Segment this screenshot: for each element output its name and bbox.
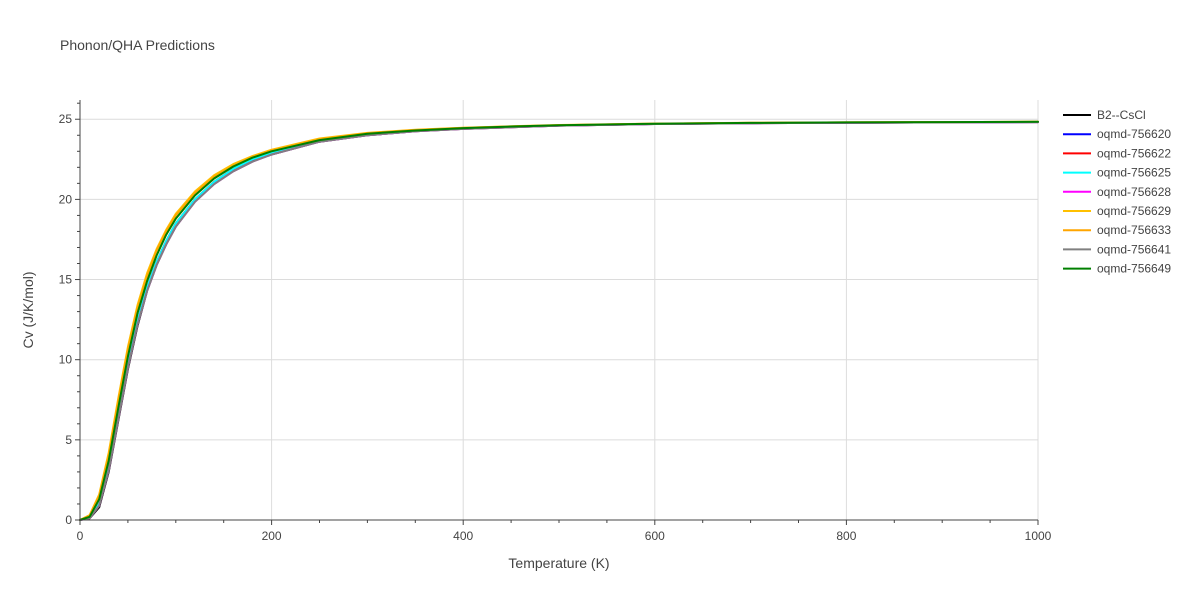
series-line-oqmd-756641[interactable] bbox=[79, 121, 1039, 521]
chart-title: Phonon/QHA Predictions bbox=[60, 37, 215, 53]
legend-item[interactable]: oqmd-756628 bbox=[1063, 185, 1171, 199]
legend-item[interactable]: oqmd-756649 bbox=[1063, 262, 1171, 276]
legend-item[interactable]: oqmd-756641 bbox=[1063, 242, 1171, 256]
series-line-oqmd-756625[interactable] bbox=[79, 121, 1039, 521]
legend-item[interactable]: oqmd-756629 bbox=[1063, 204, 1171, 218]
series-line-oqmd-756622[interactable] bbox=[79, 121, 1039, 521]
legend-label: oqmd-756629 bbox=[1097, 204, 1171, 218]
y-axis-title: Cv (J/K/mol) bbox=[20, 272, 36, 349]
legend-item[interactable]: oqmd-756625 bbox=[1063, 166, 1171, 180]
legend-item[interactable]: B2--CsCl bbox=[1063, 108, 1146, 122]
x-tick-label: 200 bbox=[262, 529, 282, 543]
y-tick-label: 10 bbox=[59, 353, 73, 367]
legend-label: B2--CsCl bbox=[1097, 108, 1146, 122]
x-tick-label: 0 bbox=[77, 529, 84, 543]
legend-label: oqmd-756628 bbox=[1097, 185, 1171, 199]
x-tick-labels: 0 200 400 600 800 1000 bbox=[77, 529, 1052, 543]
grid-lines bbox=[80, 100, 1039, 520]
legend-item[interactable]: oqmd-756622 bbox=[1063, 146, 1171, 160]
legend-label: oqmd-756649 bbox=[1097, 262, 1171, 276]
y-tick-label: 0 bbox=[65, 513, 72, 527]
legend-item[interactable]: oqmd-756633 bbox=[1063, 223, 1171, 237]
x-tick-label: 400 bbox=[453, 529, 473, 543]
y-tick-label: 5 bbox=[65, 433, 72, 447]
series-line-oqmd-756620[interactable] bbox=[79, 121, 1039, 521]
axes bbox=[75, 100, 1039, 525]
legend-label: oqmd-756620 bbox=[1097, 127, 1171, 141]
y-tick-labels: 0 5 10 15 20 25 bbox=[59, 112, 73, 527]
plot-area[interactable] bbox=[79, 120, 1039, 521]
y-tick-label: 15 bbox=[59, 273, 73, 287]
series-line-oqmd-756633[interactable] bbox=[79, 120, 1039, 521]
legend-label: oqmd-756622 bbox=[1097, 146, 1171, 160]
y-tick-label: 20 bbox=[59, 192, 73, 206]
series-line-oqmd-756628[interactable] bbox=[79, 121, 1039, 521]
series-line-oqmd-756629[interactable] bbox=[79, 120, 1039, 521]
x-axis-title: Temperature (K) bbox=[508, 555, 609, 571]
y-tick-label: 25 bbox=[59, 112, 73, 126]
x-tick-label: 1000 bbox=[1025, 529, 1052, 543]
series-line-oqmd-756649[interactable] bbox=[79, 120, 1039, 521]
legend-label: oqmd-756625 bbox=[1097, 166, 1171, 180]
x-tick-label: 600 bbox=[645, 529, 665, 543]
legend-item[interactable]: oqmd-756620 bbox=[1063, 127, 1171, 141]
series-line-b2-cscl[interactable] bbox=[79, 121, 1039, 521]
legend[interactable]: B2--CsCl oqmd-756620 oqmd-756622 oqmd-75662… bbox=[1063, 108, 1171, 276]
legend-label: oqmd-756641 bbox=[1097, 242, 1171, 256]
x-tick-label: 800 bbox=[836, 529, 856, 543]
legend-label: oqmd-756633 bbox=[1097, 223, 1171, 237]
